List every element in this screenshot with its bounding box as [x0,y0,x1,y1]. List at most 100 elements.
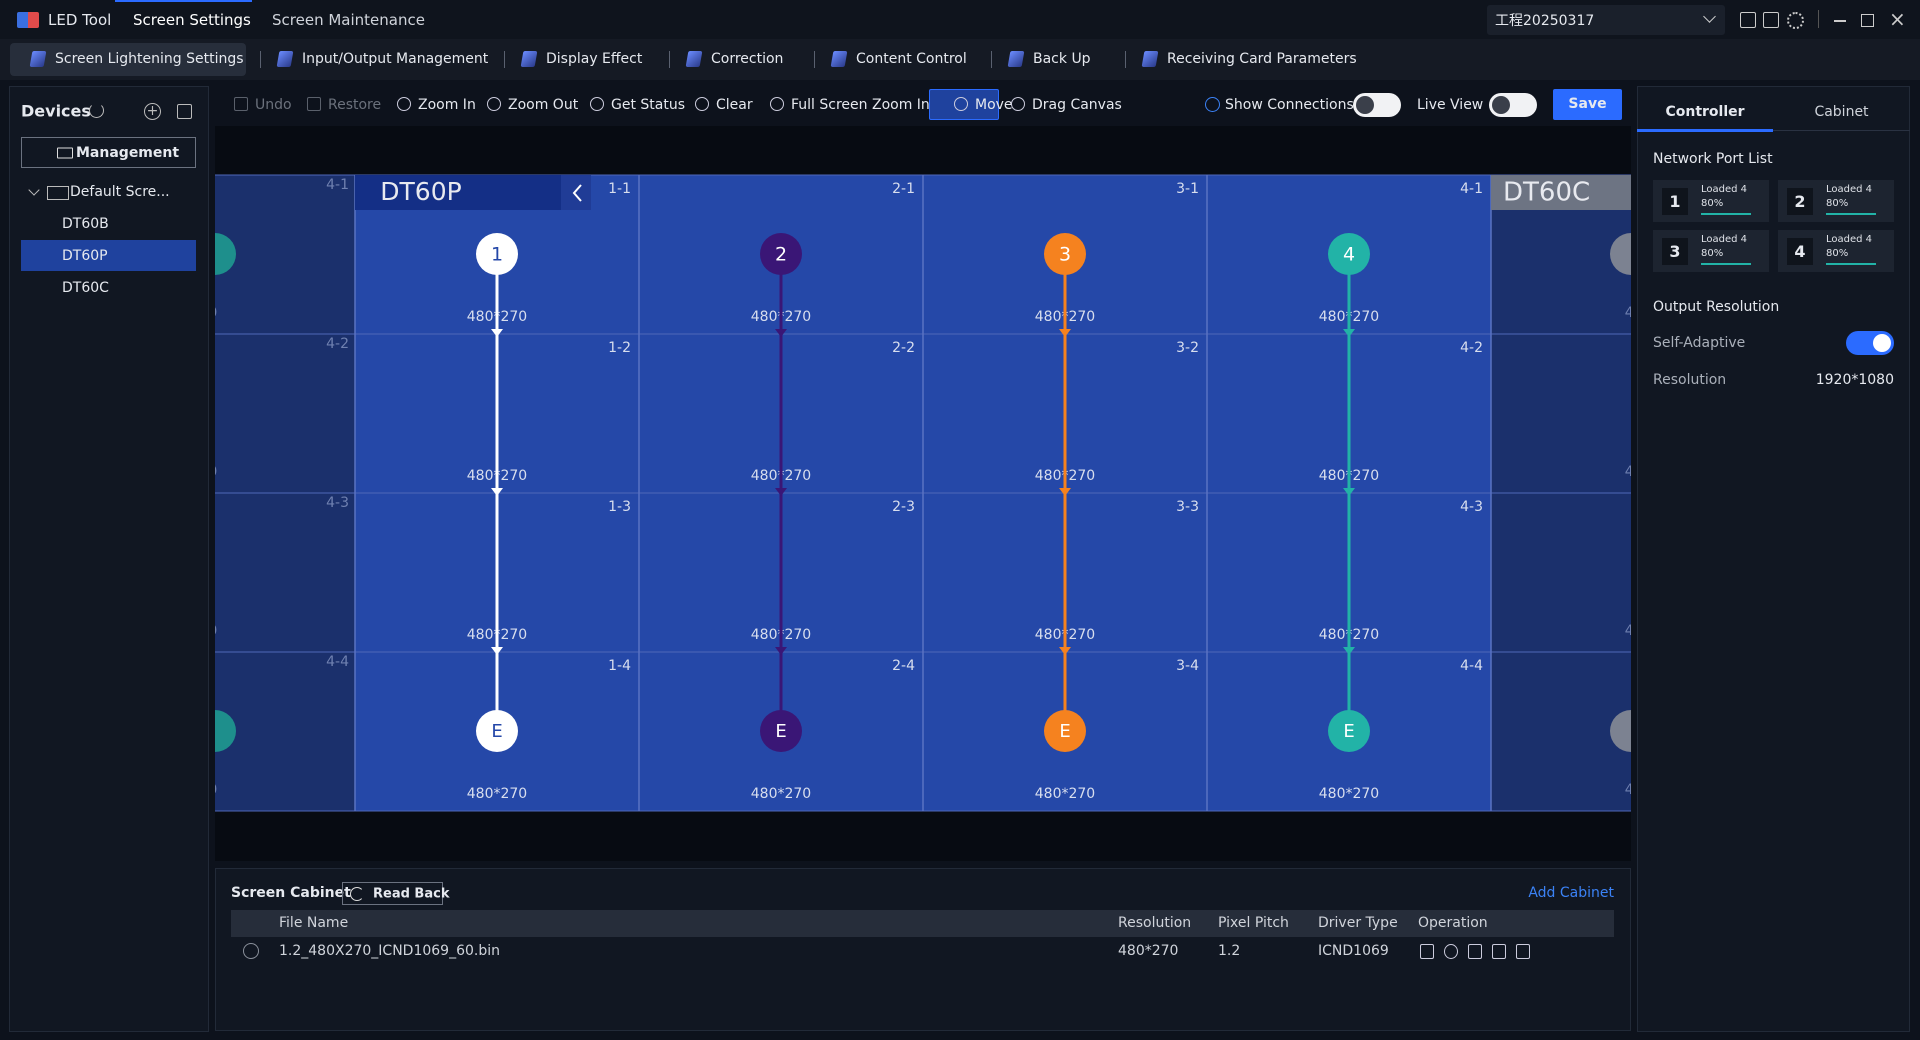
subtab-icon [276,51,294,67]
section-title: Output Resolution [1653,299,1780,315]
cabinet-label: 4-4 [326,654,349,670]
port-node [215,710,236,752]
tool-icon [307,97,321,111]
refresh-icon[interactable] [89,103,104,118]
connection-arrow [1059,329,1071,337]
toggle-label: Show Connections [1225,97,1354,113]
project-name: 工程20250317 [1495,13,1595,29]
minimize-button[interactable] [1834,20,1846,22]
tool-icon [695,97,709,111]
toggle-switch[interactable] [1489,93,1537,117]
setting-label: Self-Adaptive [1653,335,1746,351]
tool-button[interactable]: Restore [328,97,382,113]
row-radio[interactable] [243,943,259,959]
tree-item[interactable]: DT60C [62,280,109,296]
maximize-button[interactable] [1861,14,1874,27]
right-neighbor: DT60C 480*270 480*270 480*270 480*270 [1491,175,1631,798]
op-delete-icon[interactable] [1516,944,1530,959]
op-edit-icon[interactable] [1420,944,1434,959]
tool-button[interactable]: Clear [716,97,753,113]
tab-cabinet[interactable]: Cabinet [1814,104,1869,120]
cabinet-resolution: 480*270 [215,623,217,639]
cabinet-label: 2-4 [892,658,915,674]
cabinet-resolution: 480*270 [1319,786,1379,802]
tree-root[interactable]: Default Scre... [70,184,170,200]
cabinet-label: 4-1 [326,177,349,193]
sidebar-title: Devices [21,101,91,121]
neighbor-header [1491,175,1631,210]
copy-icon[interactable] [177,104,192,119]
tool-button[interactable]: Full Screen Zoom In [791,97,930,113]
connection-arrow [1343,329,1355,337]
subtab[interactable]: Content Control [856,51,967,67]
port-number-box: 1 [1662,188,1688,215]
screen-name: DT60P [380,177,461,206]
port-percent: 80% [1701,198,1724,209]
subtab[interactable]: Display Effect [546,51,643,67]
management-button[interactable] [21,137,196,168]
separator [991,51,992,68]
connection-arrow [775,488,787,496]
cabinet-resolution: 480*270 [1625,464,1631,480]
add-cabinet-link[interactable]: Add Cabinet [1528,885,1614,901]
add-device-icon[interactable]: + [144,103,161,120]
end-node [1044,710,1086,752]
port-status: Loaded 4 [1826,184,1873,195]
toggle-switch[interactable] [1353,93,1401,117]
port-node [1610,233,1631,275]
tool-button[interactable]: Zoom In [418,97,476,113]
subtab-icon [1007,51,1025,67]
cabinet-label: 2-1 [892,181,915,197]
app-logo [17,12,39,28]
self-adaptive-toggle[interactable] [1846,331,1894,355]
icon-calendar[interactable] [1763,12,1779,28]
cabinet-label: 4-2 [326,336,349,352]
subtab[interactable]: Receiving Card Parameters [1167,51,1357,67]
port-node [760,233,802,275]
subtab[interactable]: Correction [711,51,784,67]
port-label: 1 [491,244,503,266]
port-node [1610,710,1631,752]
tool-icon [1011,97,1025,111]
op-export-icon[interactable] [1492,944,1506,959]
cabinet-label: 4-1 [1460,181,1483,197]
tool-button[interactable]: Get Status [611,97,686,113]
subtab[interactable]: Screen Lightening Settings [55,51,244,67]
cabinet-label: 3-4 [1176,658,1199,674]
subtab-bar [0,39,1920,80]
tab-controller[interactable]: Controller [1665,104,1745,120]
op-send-icon[interactable] [1468,944,1482,959]
cabinet-label: 4-3 [326,495,349,511]
selected-row [21,240,196,271]
cabinet-label: 2-2 [892,340,915,356]
op-settings-icon[interactable] [1444,944,1458,959]
tool-button[interactable]: Move [975,97,1013,113]
top-tab[interactable]: Screen Maintenance [272,11,425,29]
save-button[interactable]: Save [1553,89,1622,120]
port-number-box: 4 [1787,238,1813,265]
tool-button[interactable]: Zoom Out [508,97,579,113]
subtab[interactable]: Input/Output Management [302,51,489,67]
read-back-button[interactable] [342,882,443,905]
tree-item[interactable]: DT60P [62,248,108,264]
port-status: Loaded 4 [1826,234,1873,245]
subtab[interactable]: Back Up [1033,51,1091,67]
keyboard-icon [57,147,73,159]
cabinet-resolution: 480*270 [751,786,811,802]
screen-canvas[interactable]: 4-1 480*270 4-2 480*270 4-3 480*270 4-4 480*270… [215,126,1631,861]
project-select[interactable] [1487,5,1725,35]
tree-item[interactable]: DT60B [62,216,109,232]
port-load-bar [1826,213,1876,215]
close-button[interactable]: × [1889,7,1906,31]
icon-settings[interactable] [1787,12,1804,29]
tool-button[interactable]: Drag Canvas [1032,97,1122,113]
subtab-icon [685,51,703,67]
end-node [1328,710,1370,752]
port-percent: 80% [1701,248,1724,259]
toggle-label: Live View [1417,97,1484,113]
top-tab[interactable]: Screen Settings [133,11,251,29]
tool-button[interactable]: Undo [255,97,292,113]
screen-header [355,175,591,210]
port-load-bar [1701,213,1751,215]
icon-clipboard[interactable] [1740,12,1756,28]
